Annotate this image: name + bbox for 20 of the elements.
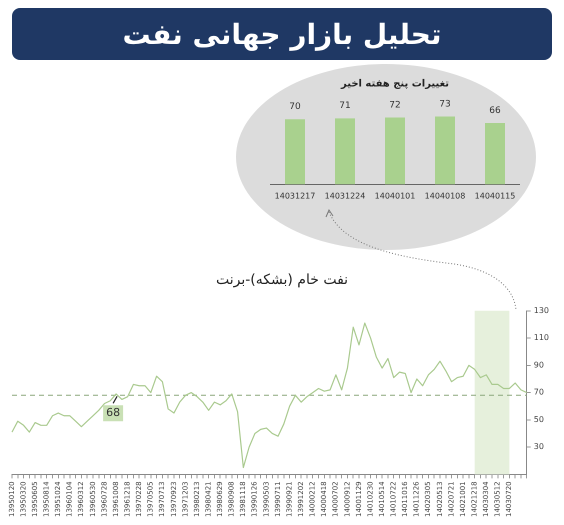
data-label: 70 <box>289 102 301 112</box>
chart-title: نفت خام (بشکه)-برنت <box>216 272 348 288</box>
data-label: 73 <box>439 99 451 110</box>
text: تحلیل بازار جهانی نفت <box>122 18 442 50</box>
chart-title: تغییرات پنج هفته اخیر <box>340 78 450 90</box>
data-label: 66 <box>489 106 501 116</box>
annotation: 68 <box>106 406 120 420</box>
y-tick-label: 90 <box>534 360 544 370</box>
data-label: 71 <box>339 101 351 112</box>
y-tick-label: 130 <box>534 306 550 315</box>
x-tick-label: 14040101 <box>374 191 416 200</box>
x-tick-label: 14031224 <box>324 191 366 200</box>
y-tick-label: 110 <box>534 333 550 342</box>
data-label: 72 <box>389 100 401 110</box>
y-tick-label: 30 <box>534 442 544 452</box>
x-tick-label: 14040108 <box>424 191 466 200</box>
x-tick-label: 14031217 <box>274 191 316 200</box>
x-tick-label: 14040115 <box>474 191 516 200</box>
y-tick-label: 50 <box>534 414 544 424</box>
y-tick-label: 70 <box>534 388 544 397</box>
